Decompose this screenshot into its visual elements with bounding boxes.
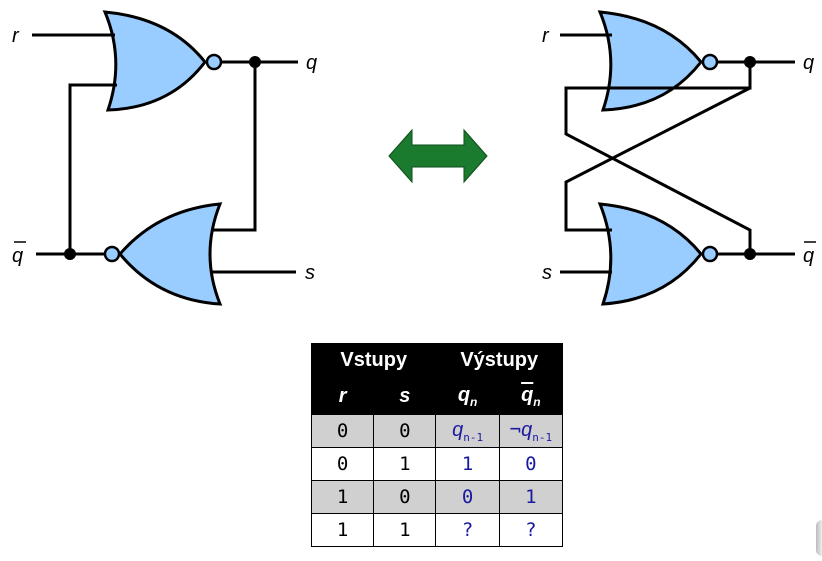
double-arrow-icon <box>388 128 488 184</box>
table-row: 1 1 ? ? <box>310 513 564 547</box>
right-junction-q <box>744 56 756 68</box>
left-label-q: q <box>306 52 317 74</box>
right-top-nor-gate <box>597 10 703 112</box>
right-bottom-gate-bubble <box>701 245 719 263</box>
cell-r: 1 <box>310 513 375 547</box>
cell-qn: 1 <box>435 447 500 481</box>
truth-table-var-header: r s qn qn <box>310 377 564 415</box>
right-bottom-nor-gate <box>597 202 703 306</box>
cell-s: 1 <box>373 513 437 547</box>
cell-qbar-n: ? <box>498 513 564 547</box>
left-label-r: r <box>12 25 20 47</box>
header-outputs: Výstupy <box>435 343 563 378</box>
left-circuit: r q q s <box>12 10 317 306</box>
left-wire-feedback-qbar <box>68 83 117 254</box>
cell-qbar-n: 1 <box>498 480 564 514</box>
left-top-nor-gate <box>102 10 207 112</box>
right-label-r: r <box>542 25 550 47</box>
right-label-q: q <box>803 52 814 74</box>
left-wire-feedback-q <box>212 62 257 232</box>
cell-s: 1 <box>373 447 437 481</box>
cell-s: 0 <box>373 480 437 514</box>
table-row: 1 0 0 1 <box>310 480 564 514</box>
left-label-s: s <box>305 262 315 284</box>
table-row: 0 1 1 0 <box>310 447 564 481</box>
table-row: 0 0 qn-1 ¬qn-1 <box>310 414 564 448</box>
left-label-qbar: q <box>12 245 23 267</box>
right-junction-qbar <box>744 248 756 260</box>
cell-qbar-n: 0 <box>498 447 564 481</box>
header-qbar-n: qn <box>498 377 564 415</box>
corner-decoration <box>816 520 822 556</box>
right-label-s: s <box>542 262 552 284</box>
left-top-gate-bubble <box>205 53 223 71</box>
cell-qn: 0 <box>435 480 500 514</box>
header-r: r <box>310 377 375 415</box>
header-qn: qn <box>435 377 500 415</box>
right-top-gate-bubble <box>701 53 719 71</box>
truth-table-group-header: Vstupy Výstupy <box>310 343 563 378</box>
right-circuit: r q q s <box>542 10 816 306</box>
truth-table: Vstupy Výstupy r s qn qn 0 0 qn-1 ¬qn-1 … <box>310 343 564 547</box>
left-junction-q <box>249 56 261 68</box>
left-bottom-nor-gate <box>118 202 223 306</box>
cell-r: 0 <box>310 447 375 481</box>
left-junction-qbar <box>64 248 76 260</box>
cell-r: 0 <box>310 414 375 448</box>
right-label-qbar: q <box>803 245 814 267</box>
cell-qn: ? <box>435 513 500 547</box>
cell-qn: qn-1 <box>435 414 500 448</box>
nor-latch-diagrams: r q q s r q q s <box>12 10 816 306</box>
header-s: s <box>373 377 437 415</box>
cell-qbar-n: ¬qn-1 <box>498 414 564 448</box>
left-bottom-gate-bubble <box>103 245 121 263</box>
cell-r: 1 <box>310 480 375 514</box>
header-inputs: Vstupy <box>310 343 437 378</box>
cell-s: 0 <box>373 414 437 448</box>
